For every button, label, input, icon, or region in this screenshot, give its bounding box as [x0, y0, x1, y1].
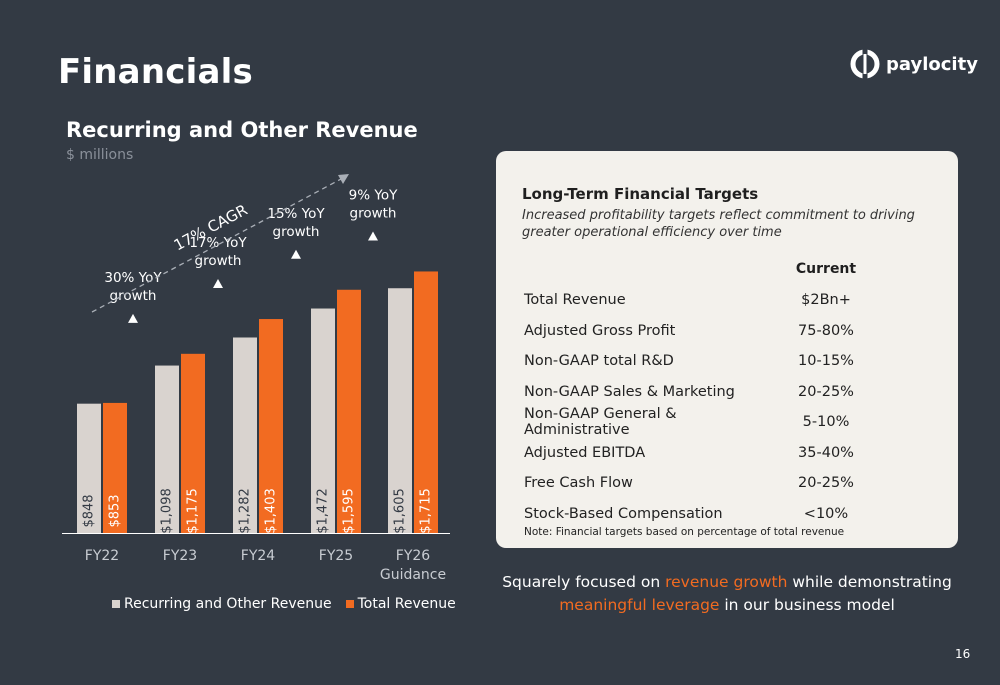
tagline-highlight: meaningful leverage — [559, 596, 720, 614]
metric-label: Adjusted EBITDA — [524, 444, 646, 461]
bar-value-label: $848 — [82, 494, 97, 527]
bar-total — [181, 353, 205, 533]
bar-total — [259, 319, 283, 533]
table-row: Non-GAAP total R&D 10-15% — [524, 346, 944, 377]
targets-note: Note: Financial targets based on percent… — [524, 526, 845, 538]
targets-subheading: Increased profitability targets reflect … — [522, 208, 915, 240]
paylocity-logo-icon — [850, 49, 880, 79]
metric-label: Stock-Based Compensation — [524, 505, 723, 522]
tagline-text: while demonstrating — [787, 573, 952, 591]
targets-table: Total Revenue $2Bn+ Adjusted Gross Profit… — [524, 285, 944, 529]
financial-targets-panel: Long-Term Financial Targets Increased pr… — [496, 151, 958, 548]
table-row: Total Revenue $2Bn+ — [524, 285, 944, 316]
metric-label: Non-GAAP Sales & Marketing — [524, 383, 735, 400]
legend-swatch-recurring — [112, 600, 120, 608]
bar-recurring — [155, 365, 179, 533]
x-tick-label: FY23 — [163, 548, 197, 564]
bar-value-label: $1,403 — [264, 488, 279, 534]
x-tick-label: FY22 — [85, 548, 119, 564]
x-tick-label: FY26 — [396, 548, 431, 564]
growth-annotation: growth — [195, 253, 242, 269]
chart-legend: Recurring and Other Revenue Total Revenu… — [112, 596, 456, 612]
bar-total — [103, 402, 127, 533]
legend-item-recurring: Recurring and Other Revenue — [112, 596, 332, 612]
chart-title: Recurring and Other Revenue — [66, 118, 418, 142]
metric-value: 20-25% — [798, 475, 854, 492]
company-logo: paylocity — [850, 46, 978, 82]
metric-value: 10-15% — [798, 353, 854, 370]
tagline-text: in our business model — [719, 596, 895, 614]
bar-value-label: $1,715 — [419, 488, 434, 534]
targets-column-header: Current — [795, 261, 857, 277]
bar-recurring — [311, 308, 335, 533]
page-number: 16 — [955, 647, 971, 661]
bar-value-label: $853 — [108, 494, 123, 527]
cagr-arrow-icon — [338, 174, 349, 184]
growth-annotation: growth — [350, 205, 397, 221]
metric-value: $2Bn+ — [801, 292, 851, 309]
bar-value-label: $1,472 — [316, 488, 331, 534]
tagline-highlight: revenue growth — [665, 573, 788, 591]
bar-value-label: $1,605 — [393, 488, 408, 534]
bar-value-label: $1,595 — [342, 488, 357, 534]
bar-total — [337, 289, 361, 533]
bar-total — [414, 271, 438, 533]
table-row: Non-GAAP General & Administrative 5-10% — [524, 406, 944, 439]
revenue-bar-chart: $848 $1,098 $1,282 $1,472 $1,605 $853 $1,175 $1… — [62, 174, 450, 583]
metric-label: Total Revenue — [524, 292, 626, 309]
growth-annotation: growth — [110, 288, 157, 304]
legend-label-total: Total Revenue — [357, 596, 456, 612]
growth-annotation: growth — [273, 224, 320, 240]
up-arrow-icon — [291, 249, 301, 259]
legend-swatch-total — [345, 600, 354, 608]
bar-value-label: $1,098 — [160, 488, 175, 534]
chart-subtitle: $ millions — [66, 147, 134, 163]
metric-label: Adjusted Gross Profit — [524, 322, 676, 339]
metric-label: Free Cash Flow — [524, 475, 633, 492]
targets-heading: Long-Term Financial Targets — [522, 185, 759, 203]
growth-annotation: 30% YoY — [104, 270, 162, 286]
up-arrow-icon — [368, 231, 378, 241]
bar-value-label: $1,175 — [186, 488, 201, 534]
metric-value: 35-40% — [798, 444, 854, 461]
metric-label: Non-GAAP total R&D — [524, 353, 674, 370]
metric-value: 75-80% — [798, 322, 854, 339]
table-row: Non-GAAP Sales & Marketing 20-25% — [524, 377, 944, 408]
bar-value-label: $1,282 — [238, 488, 253, 534]
growth-annotation: 15% YoY — [267, 206, 325, 222]
up-arrow-icon — [213, 279, 223, 289]
up-arrow-icon — [128, 313, 138, 323]
logo-text: paylocity — [886, 53, 978, 75]
metric-value: 5-10% — [802, 414, 850, 431]
metric-value: 20-25% — [798, 383, 854, 400]
growth-annotation: 17% YoY — [189, 235, 247, 251]
tagline-text: Squarely focused on — [502, 573, 666, 591]
tagline: Squarely focused on revenue growth while… — [496, 571, 958, 617]
x-tick-label: FY25 — [319, 548, 353, 564]
x-tick-label: Guidance — [380, 567, 446, 583]
legend-label-recurring: Recurring and Other Revenue — [124, 596, 332, 612]
x-tick-label: FY24 — [241, 548, 276, 564]
table-row: Adjusted EBITDA 35-40% — [524, 438, 944, 469]
bar-recurring — [388, 288, 412, 533]
bar-recurring — [77, 403, 101, 533]
growth-annotation: 9% YoY — [349, 187, 398, 203]
metric-value: <10% — [803, 505, 849, 522]
metric-label: Non-GAAP General & Administrative — [524, 406, 677, 439]
table-row: Stock-Based Compensation <10% — [524, 499, 944, 530]
page-title: Financials — [58, 52, 253, 92]
table-row: Adjusted Gross Profit 75-80% — [524, 316, 944, 347]
table-row: Free Cash Flow 20-25% — [524, 468, 944, 499]
cagr-trend-line — [91, 177, 344, 313]
legend-item-total: Total Revenue — [345, 596, 456, 612]
bar-recurring — [233, 337, 257, 533]
